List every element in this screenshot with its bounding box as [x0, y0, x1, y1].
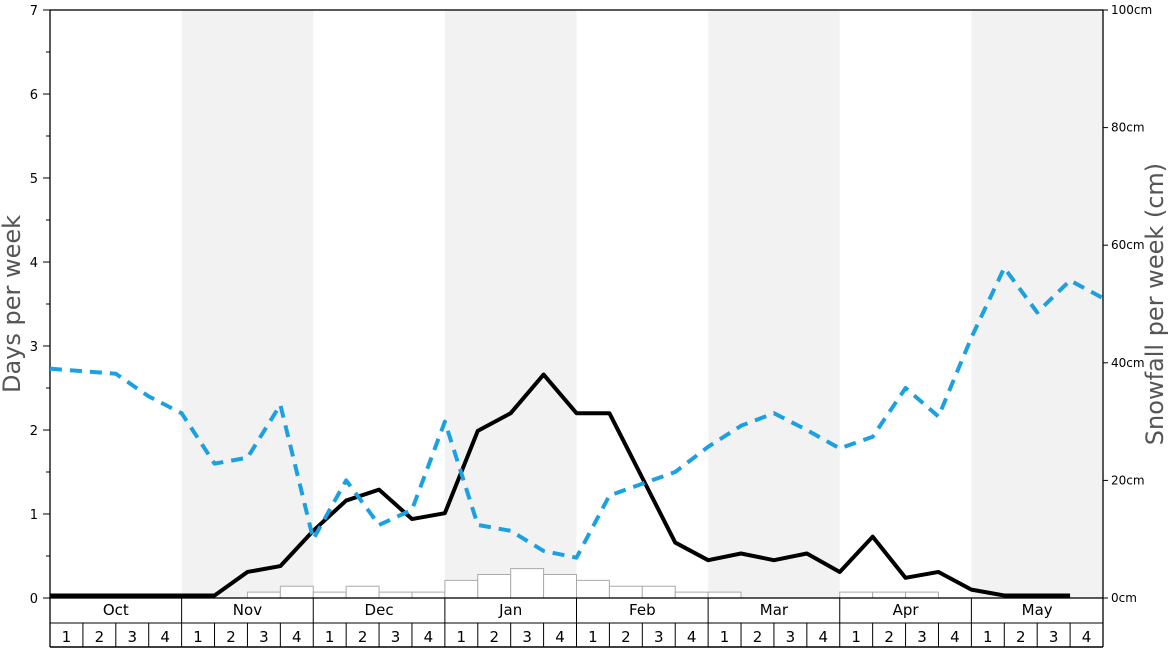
snowfall-bar: [246, 591, 281, 599]
week-label: 3: [786, 628, 796, 646]
week-label: 2: [358, 628, 368, 646]
week-label: 4: [424, 628, 434, 646]
week-label: 3: [259, 628, 269, 646]
solid-line-series: [50, 372, 1071, 598]
snowfall-bar: [674, 591, 709, 599]
right-tick-label: 40cm: [1111, 356, 1145, 370]
month-band-mar: [708, 10, 840, 598]
month-label-nov: Nov: [233, 601, 262, 619]
snowfall-bar: [543, 573, 577, 599]
snowfall-bar: [312, 591, 347, 599]
week-label: 4: [555, 628, 565, 646]
snowfall-bar: [279, 585, 314, 599]
snowfall-bar: [411, 591, 446, 599]
y-axis-right-title: Snowfall per week (cm): [1141, 163, 1168, 445]
week-label: 1: [62, 628, 72, 646]
week-label: 1: [325, 628, 335, 646]
y-axis-left-title: Days per week: [0, 215, 26, 393]
left-tick-label: 5: [30, 172, 38, 187]
data-lines: [49, 265, 1104, 598]
week-label: 3: [522, 628, 532, 646]
month-label-oct: Oct: [103, 601, 129, 619]
snowfall-bar: [641, 585, 676, 599]
week-label: 2: [753, 628, 763, 646]
week-label: 1: [457, 628, 467, 646]
right-tick-label: 100cm: [1111, 3, 1152, 17]
month-label-may: May: [1022, 601, 1053, 619]
week-label: 2: [621, 628, 631, 646]
left-tick-label: 0: [30, 592, 38, 607]
week-label: 2: [884, 628, 894, 646]
dashed-line-series: [49, 265, 1104, 560]
snowfall-bar: [839, 591, 874, 599]
right-tick-label: 80cm: [1111, 121, 1145, 135]
week-label: 4: [687, 628, 697, 646]
snowfall-bar: [345, 585, 380, 599]
left-tick-label: 7: [30, 4, 38, 19]
snowfall-bar: [477, 573, 512, 599]
left-tick-label: 4: [30, 256, 38, 271]
month-label-apr: Apr: [893, 601, 920, 619]
week-label: 1: [720, 628, 730, 646]
month-band-jan: [444, 10, 577, 598]
month-label-mar: Mar: [760, 601, 789, 619]
snowfall-bar: [608, 585, 643, 599]
left-tick-label: 3: [30, 340, 38, 355]
week-label: 4: [1082, 628, 1092, 646]
snowfall-bar: [872, 591, 907, 599]
week-label: 3: [1049, 628, 1059, 646]
right-tick-label: 20cm: [1111, 473, 1145, 487]
month-week-table: Oct 1 2 3 4 Nov 1 2 3 4 Dec 1 2 3 4 Jan 1 2 3 4 Feb 1 2 3 4 Mar 1 2…: [49, 598, 1104, 648]
week-label: 2: [1016, 628, 1026, 646]
week-label: 3: [391, 628, 401, 646]
month-label-jan: Jan: [498, 601, 522, 619]
snowfall-bars: [246, 568, 939, 599]
left-tick-label: 6: [30, 88, 38, 103]
snowfall-bar: [378, 591, 413, 599]
right-tick-label: 60cm: [1111, 238, 1145, 252]
left-tick-label: 1: [30, 508, 38, 523]
month-band-nov: [181, 10, 314, 598]
week-label: 4: [819, 628, 829, 646]
week-label: 2: [226, 628, 236, 646]
snowfall-bar: [510, 568, 545, 599]
month-bands: [181, 10, 1103, 598]
snowfall-bar: [905, 591, 939, 599]
left-tick-label: 2: [30, 424, 38, 439]
month-label-dec: Dec: [365, 601, 394, 619]
snowfall-bar: [444, 579, 479, 599]
week-label: 1: [983, 628, 993, 646]
week-label: 1: [588, 628, 598, 646]
week-label: 3: [127, 628, 137, 646]
week-label: 3: [917, 628, 927, 646]
week-label: 2: [95, 628, 105, 646]
week-label: 1: [851, 628, 861, 646]
month-label-feb: Feb: [629, 601, 656, 619]
week-label: 2: [489, 628, 499, 646]
snowfall-bar: [576, 579, 610, 599]
week-label: 4: [292, 628, 302, 646]
week-label: 4: [160, 628, 170, 646]
week-label: 4: [950, 628, 960, 646]
snowfall-bar: [707, 591, 742, 599]
right-tick-label: 0cm: [1111, 591, 1137, 605]
week-label: 1: [193, 628, 203, 646]
week-label: 3: [654, 628, 664, 646]
month-band-may: [971, 10, 1103, 598]
